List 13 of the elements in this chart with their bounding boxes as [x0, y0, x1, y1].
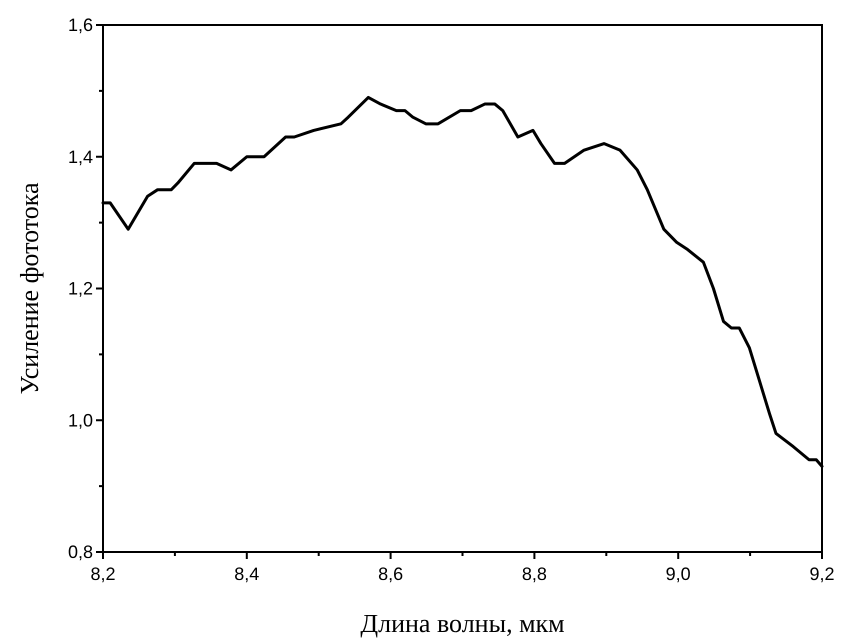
x-tick-label: 9,0	[666, 564, 691, 584]
y-tick-label: 0,8	[68, 542, 93, 562]
x-tick-label: 8,6	[378, 564, 404, 584]
y-tick-label: 1,2	[68, 278, 93, 298]
x-axis-title: Длина волны, мкм	[360, 609, 565, 638]
x-tick-label: 8,2	[90, 564, 116, 584]
y-tick-label: 1,6	[68, 15, 93, 35]
y-tick-label: 1,4	[68, 146, 93, 167]
x-tick-label: 8,8	[522, 564, 547, 584]
x-tick-label: 9,2	[809, 564, 835, 584]
x-tick-label: 8,4	[234, 564, 260, 584]
y-tick-label: 1,0	[68, 410, 93, 430]
y-axis-title: Усиление фототока	[15, 182, 44, 395]
